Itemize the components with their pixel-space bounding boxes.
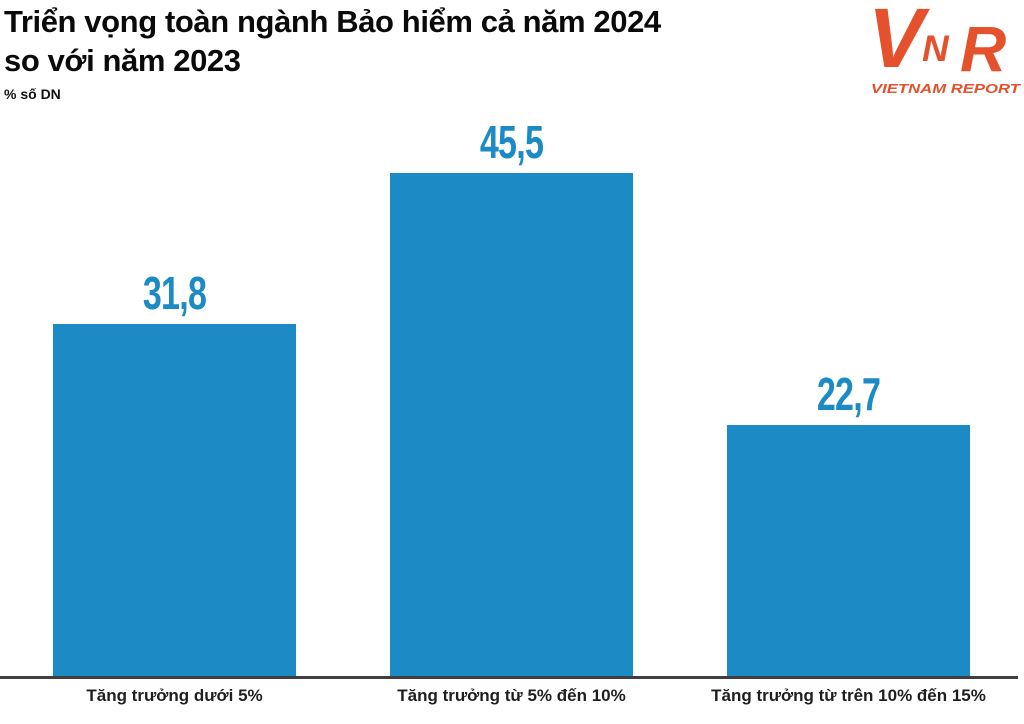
- bar-value-label: 22,7: [816, 368, 881, 420]
- vietnam-report-logo: V N R VIETNAM REPORT: [870, 2, 1022, 98]
- bar-category-label: Tăng trưởng từ trên 10% đến 15%: [711, 686, 986, 705]
- bar-category-label: Tăng trưởng từ 5% đến 10%: [397, 686, 626, 705]
- bar: [53, 324, 296, 676]
- x-axis-line: [0, 676, 1018, 679]
- vnr-logo-icon: V N R VIETNAM REPORT: [870, 2, 1021, 96]
- bar-group: 45,5 Tăng trưởng từ 5% đến 10%: [390, 0, 633, 724]
- bar-category-label: Tăng trưởng dưới 5%: [86, 686, 263, 705]
- page-title: Triển vọng toàn ngành Bảo hiểm cả năm 20…: [4, 2, 804, 80]
- bar-group: 31,8 Tăng trưởng dưới 5%: [53, 0, 296, 724]
- logo-tagline: VIETNAM REPORT: [871, 81, 1021, 96]
- logo-letter-r: R: [960, 13, 1006, 85]
- logo-letter-v: V: [870, 2, 930, 85]
- bar-group: 22,7 Tăng trưởng từ trên 10% đến 15%: [711, 0, 986, 724]
- page-title-line2: so với năm 2023: [4, 43, 241, 78]
- unit-label: % số DN: [4, 86, 61, 102]
- bar: [390, 173, 633, 676]
- page-title-line1: Triển vọng toàn ngành Bảo hiểm cả năm 20…: [4, 4, 661, 39]
- bar-value-label: 45,5: [479, 116, 544, 168]
- bar: [727, 425, 970, 676]
- bar-value-label: 31,8: [142, 267, 207, 319]
- logo-letter-n: N: [922, 28, 950, 69]
